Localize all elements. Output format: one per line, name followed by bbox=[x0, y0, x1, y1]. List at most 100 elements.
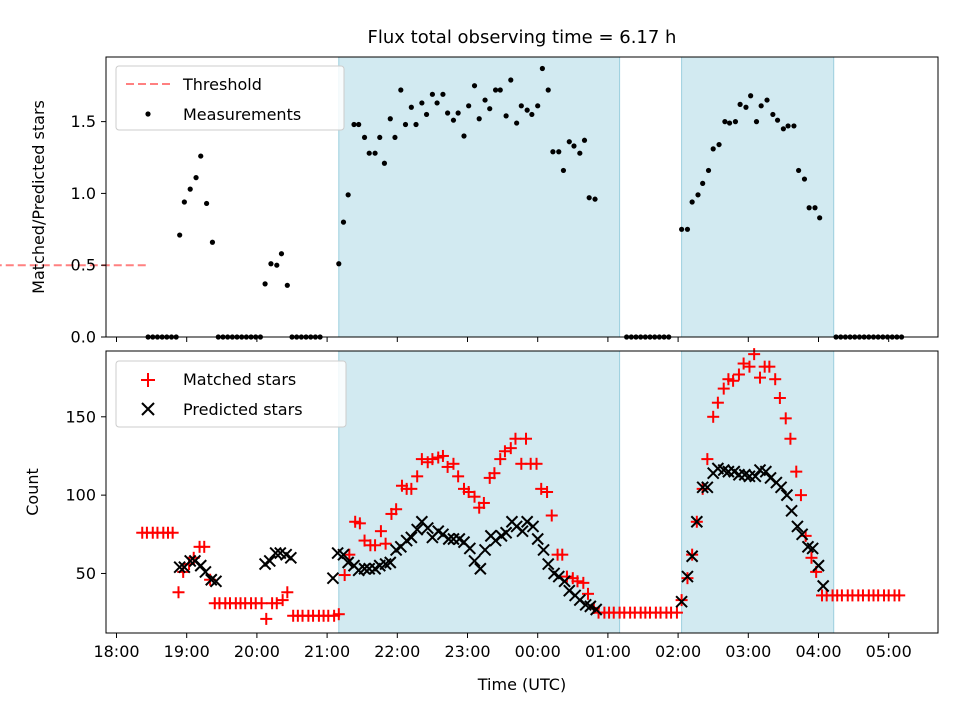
predicted-star-point bbox=[537, 543, 550, 557]
matched-star-point bbox=[790, 465, 803, 478]
matched-star-point bbox=[411, 470, 424, 483]
predicted-star-point bbox=[173, 560, 186, 574]
predicted-star-point bbox=[384, 556, 397, 569]
predicted-star-point bbox=[806, 542, 819, 555]
predicted-star-point bbox=[732, 468, 746, 481]
measurement-point bbox=[482, 97, 488, 103]
measurement-point bbox=[487, 106, 493, 112]
measurement-point bbox=[372, 150, 378, 156]
matched-star-point bbox=[260, 612, 273, 625]
measurement-point bbox=[381, 160, 388, 166]
matched-star-point bbox=[504, 442, 517, 455]
measurement-point bbox=[278, 251, 285, 257]
matched-star-point bbox=[530, 457, 543, 470]
measurement-point bbox=[577, 150, 583, 156]
measurement-point bbox=[812, 205, 818, 211]
ratio-y-ticks: 0.0 0.5 1.0 1.5 bbox=[71, 112, 106, 347]
matched-star-point bbox=[556, 548, 569, 561]
measurement-point bbox=[581, 137, 588, 143]
y-tick-label: 100 bbox=[65, 486, 96, 505]
predicted-star-point bbox=[463, 542, 477, 555]
matched-legend-swatch bbox=[141, 373, 155, 387]
matched-star-point bbox=[494, 453, 507, 466]
matched-star-point bbox=[794, 489, 807, 502]
matched-star-point bbox=[748, 348, 761, 361]
measurement-point bbox=[791, 123, 797, 129]
measurement-point bbox=[193, 175, 199, 181]
matched-star-point bbox=[374, 525, 387, 538]
shaded-interval-0 bbox=[338, 56, 621, 338]
measurement-point bbox=[387, 116, 393, 122]
matched-star-point bbox=[717, 382, 730, 395]
matched-star-point bbox=[893, 589, 906, 602]
ratio-legend-box bbox=[115, 65, 345, 131]
matched-star-point bbox=[743, 360, 756, 373]
measurement-point bbox=[801, 176, 808, 182]
measurement-point bbox=[780, 126, 787, 132]
predicted-star-point bbox=[743, 470, 756, 483]
predicted-star-point bbox=[690, 515, 704, 528]
matched-star-point bbox=[707, 410, 720, 423]
matched-star-point bbox=[166, 526, 179, 539]
measurement-point bbox=[503, 113, 509, 119]
matched-star-point bbox=[763, 360, 776, 373]
measurement-point bbox=[466, 103, 472, 109]
measurement-point bbox=[284, 282, 290, 288]
measurement-point bbox=[560, 167, 567, 174]
matched-star-point bbox=[468, 490, 481, 503]
chart-title: Flux total observing time = 6.17 h bbox=[368, 27, 677, 48]
measurement-point bbox=[492, 87, 499, 93]
measurement-point bbox=[440, 91, 446, 97]
measurement-point bbox=[508, 77, 514, 83]
measurement-point bbox=[571, 143, 577, 149]
predicted-star-point bbox=[478, 543, 492, 557]
x-tick-label: 05:00 bbox=[866, 642, 912, 661]
measurement-point bbox=[748, 93, 754, 99]
matched-star-point bbox=[509, 432, 522, 445]
measurement-point bbox=[737, 101, 743, 107]
measurement-point bbox=[535, 103, 541, 109]
matched-star-point bbox=[577, 576, 590, 589]
measurement-point bbox=[689, 199, 695, 205]
predicted-star-point bbox=[816, 579, 830, 593]
measurement-point bbox=[262, 281, 268, 287]
matched-star-point bbox=[477, 496, 490, 509]
measurement-point bbox=[377, 134, 383, 141]
measurement-point bbox=[539, 65, 545, 72]
x-axis-label: Time (UTC) bbox=[477, 675, 566, 694]
predicted-star-point bbox=[442, 532, 455, 546]
predicted-star-point bbox=[474, 562, 487, 575]
measurement-point bbox=[592, 196, 598, 202]
measurement-point bbox=[529, 111, 535, 118]
y-tick-label: 0.5 bbox=[71, 256, 96, 275]
predicted-star-point bbox=[341, 556, 355, 569]
measurement-point bbox=[471, 83, 478, 89]
measurement-point bbox=[524, 107, 530, 113]
matched-star-point bbox=[727, 374, 740, 387]
matched-star-point bbox=[332, 608, 345, 621]
count-panel: 50 100 150 18:00 19:00 20:00 21:00 22:00 23:00 0… bbox=[23, 348, 939, 661]
ratio-x-ticks bbox=[116, 337, 890, 342]
matched-star-point bbox=[701, 453, 714, 466]
predicted-legend-swatch bbox=[141, 402, 155, 416]
measurement-point bbox=[726, 120, 733, 126]
measurement-point bbox=[340, 219, 347, 225]
predicted-star-point bbox=[447, 532, 460, 546]
measurement-point bbox=[743, 104, 749, 110]
matched-star-point bbox=[353, 517, 366, 530]
measurement-point bbox=[423, 111, 430, 118]
matched-star-point bbox=[711, 396, 724, 409]
matched-star-point bbox=[571, 575, 584, 588]
x-tick-label: 23:00 bbox=[444, 642, 490, 661]
matched-star-point bbox=[779, 412, 792, 425]
predicted-star-point bbox=[542, 557, 555, 571]
x-tick-label: 03:00 bbox=[725, 642, 771, 661]
measurement-point bbox=[586, 195, 592, 201]
predicted-star-point bbox=[358, 562, 371, 575]
matched-star-point bbox=[390, 503, 403, 516]
measurement-point bbox=[361, 134, 368, 141]
matched-star-point bbox=[338, 569, 351, 582]
measurement-point bbox=[413, 121, 419, 128]
matched-legend-label: Matched stars bbox=[183, 370, 296, 389]
measurement-point bbox=[774, 117, 781, 123]
